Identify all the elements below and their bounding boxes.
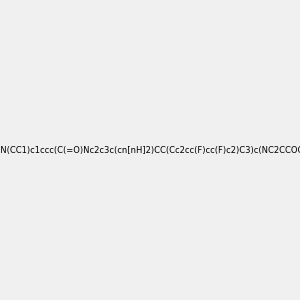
Text: CN1CCN(CC1)c1ccc(C(=O)Nc2c3c(cn[nH]2)CC(Cc2cc(F)cc(F)c2)C3)c(NC2CCOCC2)c1: CN1CCN(CC1)c1ccc(C(=O)Nc2c3c(cn[nH]2)CC(… [0, 146, 300, 154]
